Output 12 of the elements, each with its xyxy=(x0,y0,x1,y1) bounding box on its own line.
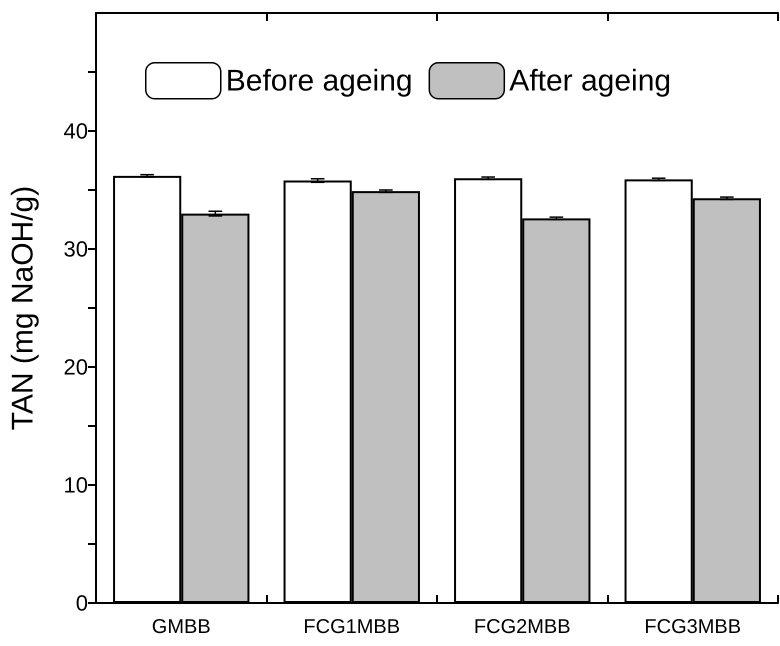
y-axis-title: TAN (mg NaOH/g) xyxy=(6,186,40,430)
legend-label: Before ageing xyxy=(226,64,413,98)
y-tick-label: 20 xyxy=(64,354,88,380)
y-tick-label: 30 xyxy=(64,236,88,262)
legend-label: After ageing xyxy=(509,64,672,98)
y-tick-label: 0 xyxy=(76,590,88,616)
x-tick-label: FCG2MBB xyxy=(474,616,571,638)
x-tick-label: GMBB xyxy=(152,616,211,638)
y-tick-label: 10 xyxy=(64,472,88,498)
x-tick-label: FCG1MBB xyxy=(303,616,400,638)
y-tick-label: 40 xyxy=(64,118,88,144)
x-tick-label: FCG3MBB xyxy=(644,616,742,638)
